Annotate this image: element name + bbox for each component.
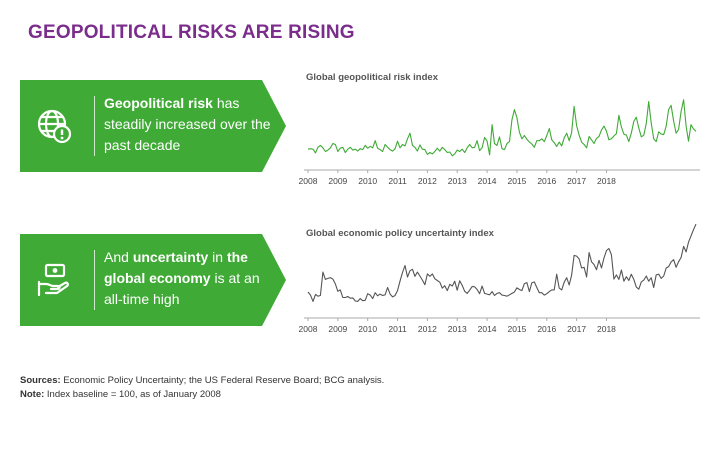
x-tick-label: 2009 bbox=[328, 176, 347, 186]
footnotes: Sources: Economic Policy Uncertainty; th… bbox=[20, 374, 384, 402]
x-tick-label: 2017 bbox=[567, 324, 586, 334]
callout-rest: has steadily increased over the past dec… bbox=[104, 95, 271, 153]
callout-economic-uncertainty: And uncertainty in the global economy is… bbox=[20, 234, 288, 326]
note-text: Index baseline = 100, as of January 2008 bbox=[44, 389, 221, 400]
page-title: GEOPOLITICAL RISKS ARE RISING bbox=[28, 22, 355, 43]
x-tick-label: 2015 bbox=[507, 324, 526, 334]
x-tick-label: 2012 bbox=[418, 176, 437, 186]
x-tick-label: 2010 bbox=[358, 176, 377, 186]
note-label: Note: bbox=[20, 389, 45, 400]
series-line bbox=[307, 223, 697, 302]
geopolitical-risk-chart: 2008 2009 2010 2011 2012 2013 2014 2015 2016 2017… bbox=[299, 99, 700, 186]
callout-geopolitical-risk: Geopolitical risk has steadily increased… bbox=[20, 80, 288, 172]
x-tick-label: 2011 bbox=[388, 176, 407, 186]
callout-divider bbox=[94, 96, 95, 156]
x-tick-label: 2012 bbox=[418, 324, 437, 334]
callout-pre: And bbox=[104, 249, 133, 265]
callout-bold: Geopolitical risk bbox=[104, 95, 213, 111]
sources-text: Economic Policy Uncertainty; the US Fede… bbox=[60, 375, 385, 386]
x-tick-label: 2016 bbox=[537, 324, 556, 334]
note-line: Note: Index baseline = 100, as of Januar… bbox=[20, 388, 384, 402]
x-tick-label: 2018 bbox=[597, 324, 616, 334]
sources-line: Sources: Economic Policy Uncertainty; th… bbox=[20, 374, 384, 388]
callout-post: is at an all-time high bbox=[104, 270, 260, 307]
x-tick-label: 2016 bbox=[537, 176, 556, 186]
x-tick-label: 2011 bbox=[388, 324, 407, 334]
x-tick-label: 2010 bbox=[358, 324, 377, 334]
callout-divider bbox=[94, 250, 95, 310]
sources-label: Sources: bbox=[20, 375, 61, 386]
x-tick-label: 2015 bbox=[507, 176, 526, 186]
x-tick-label: 2013 bbox=[448, 324, 467, 334]
x-tick-label: 2018 bbox=[597, 176, 616, 186]
callout-mid: in bbox=[208, 249, 227, 265]
chart-1-title: Global geopolitical risk index bbox=[306, 72, 438, 83]
callout-text: Geopolitical risk has steadily increased… bbox=[104, 93, 274, 156]
x-tick-label: 2008 bbox=[299, 324, 318, 334]
x-tick-label: 2014 bbox=[478, 324, 497, 334]
x-tick-label: 2013 bbox=[448, 176, 467, 186]
callout-arrow-shape bbox=[20, 234, 286, 326]
globe-alert-icon bbox=[37, 109, 72, 144]
x-tick-label: 2014 bbox=[478, 176, 497, 186]
callout-bold-1: uncertainty bbox=[132, 249, 209, 265]
economic-uncertainty-chart: 2008 2009 2010 2011 2012 2013 2014 2015 2016 2017… bbox=[299, 223, 700, 334]
x-tick-label: 2017 bbox=[567, 176, 586, 186]
callout-arrow-shape bbox=[20, 80, 286, 172]
x-tick-label: 2008 bbox=[299, 176, 318, 186]
series-line bbox=[307, 99, 697, 157]
x-tick-label: 2009 bbox=[328, 324, 347, 334]
callout-text: And uncertainty in the global economy is… bbox=[104, 247, 274, 310]
chart-2-title: Global economic policy uncertainty index bbox=[306, 228, 494, 239]
money-hand-icon bbox=[37, 263, 69, 297]
callout-bold-2: the global economy bbox=[104, 249, 248, 286]
